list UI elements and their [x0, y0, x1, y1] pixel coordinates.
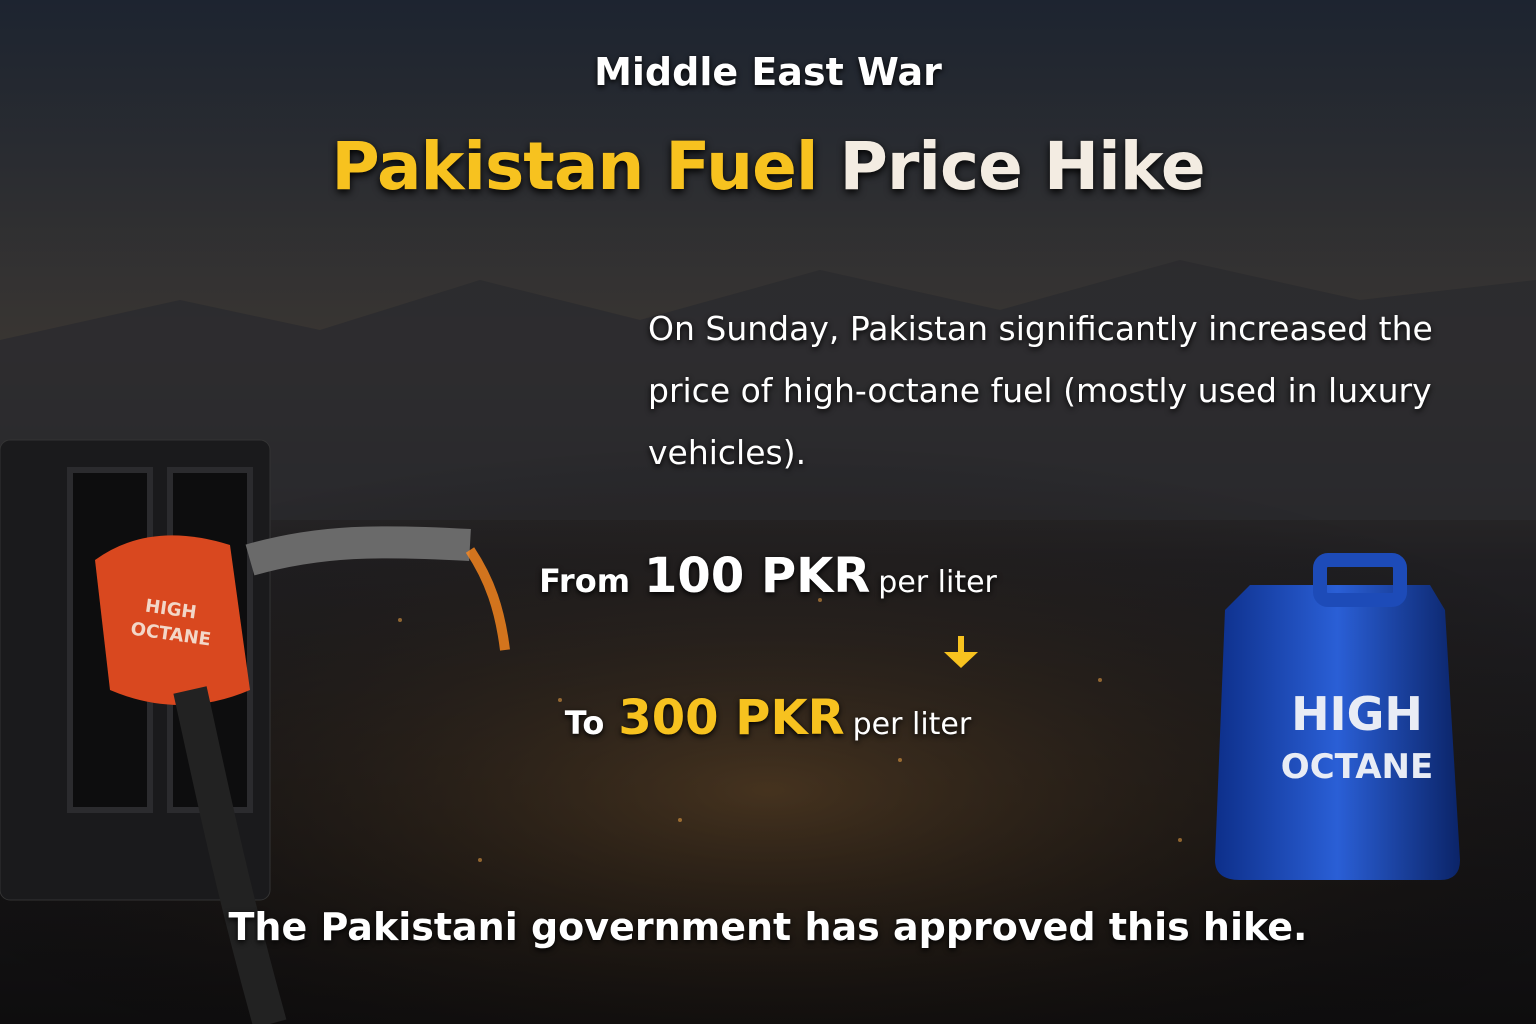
price-prefix: From — [539, 562, 631, 600]
can-label: OCTANE — [1281, 747, 1433, 787]
kicker: Middle East War — [594, 50, 942, 94]
arrow-down — [944, 636, 978, 668]
title: Pakistan Fuel Price Hike — [0, 128, 1536, 205]
city-lights — [398, 598, 1182, 862]
title-rest: Price Hike — [839, 128, 1206, 205]
nozzle-handle — [95, 535, 250, 705]
price-to: To 300 PKR per liter — [0, 690, 1536, 746]
footer-text: The Pakistani government has approved th… — [228, 905, 1308, 949]
price-from: From 100 PKR per liter — [0, 548, 1536, 604]
title-highlight: Pakistan Fuel — [331, 128, 818, 205]
price-unit: per liter — [878, 565, 997, 600]
body-text: On Sunday, Pakistan significantly increa… — [648, 309, 1433, 472]
pump-hose — [173, 686, 287, 1024]
price-unit: per liter — [852, 707, 972, 742]
jerrycan-handle — [1313, 553, 1407, 607]
price-prefix: To — [564, 704, 605, 742]
nozzle-hose — [245, 526, 471, 576]
jerrycan — [1215, 585, 1460, 880]
fuel-stream — [465, 547, 510, 651]
can-label: HIGH — [1291, 687, 1423, 741]
price-amount: 300 PKR — [618, 690, 845, 746]
price-amount: 100 PKR — [644, 548, 871, 604]
